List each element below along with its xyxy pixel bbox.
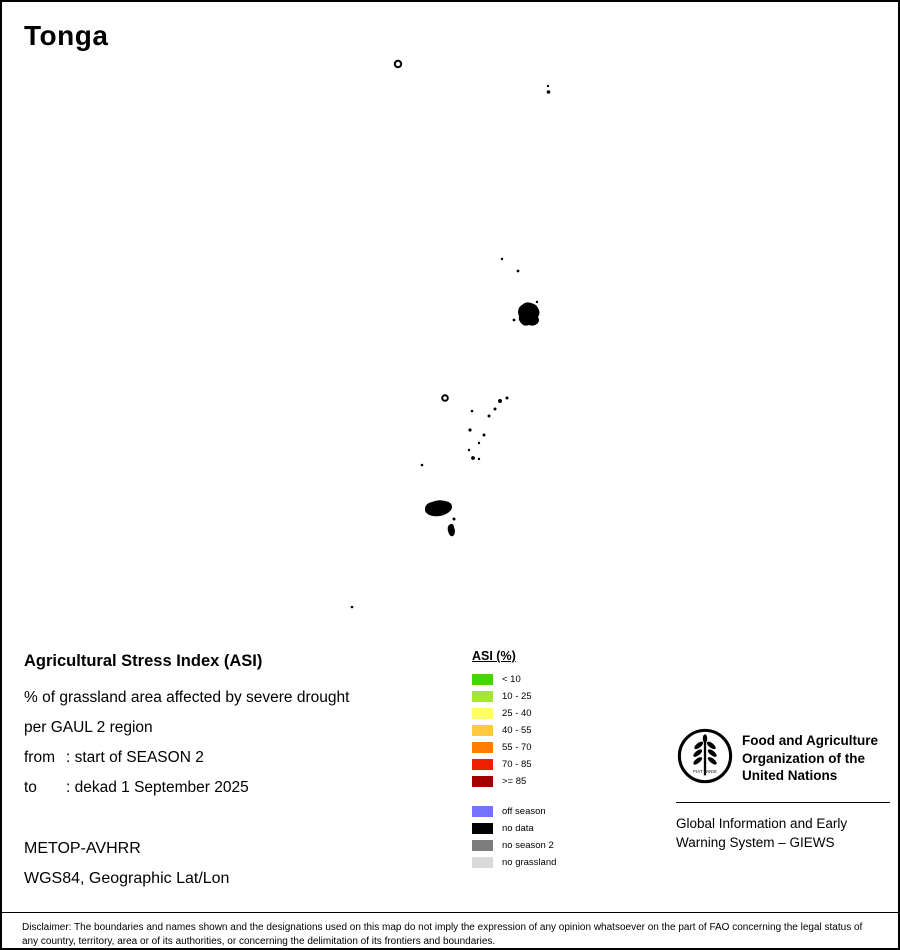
island-niuatoputapu bbox=[546, 90, 551, 94]
info-subtitle: % of grassland area affected by severe d… bbox=[24, 689, 350, 706]
legend-swatch bbox=[472, 725, 493, 736]
legend-swatch bbox=[472, 776, 493, 787]
island-haapai-9 bbox=[477, 457, 481, 461]
island-fonualei bbox=[500, 257, 504, 261]
fao-org-name: Food and Agriculture Organization of the… bbox=[742, 732, 878, 785]
info-to-row: to : dekad 1 September 2025 bbox=[24, 773, 349, 803]
island-toku bbox=[516, 269, 520, 273]
island-ata bbox=[350, 605, 354, 609]
projection-name: WGS84, Geographic Lat/Lon bbox=[24, 870, 230, 887]
fao-org-line: Organization of the bbox=[742, 750, 865, 766]
legend-row: 55 - 70 bbox=[472, 739, 556, 756]
legend-row: no grassland bbox=[472, 854, 556, 871]
sensor-block: METOP-AVHRR WGS84, Geographic Lat/Lon bbox=[24, 834, 229, 894]
legend-label: 25 - 40 bbox=[502, 708, 532, 719]
giews-line: Global Information and Early bbox=[676, 816, 848, 831]
legend-swatch bbox=[472, 806, 493, 817]
island-haapai-3 bbox=[493, 407, 497, 411]
from-label: from bbox=[24, 749, 55, 766]
legend-label: off season bbox=[502, 806, 546, 817]
legend-swatch bbox=[472, 708, 493, 719]
legend-label: 40 - 55 bbox=[502, 725, 532, 736]
from-value: : start of SEASON 2 bbox=[66, 749, 204, 766]
fao-logo-icon: FIAT PANIS bbox=[677, 728, 733, 784]
island-eua bbox=[447, 523, 455, 537]
island-haapai-1 bbox=[498, 399, 502, 403]
island-late bbox=[441, 394, 449, 402]
island-haapai-6 bbox=[477, 441, 481, 445]
legend-title: ASI (%) bbox=[472, 649, 516, 663]
fao-org-line: Food and Agriculture bbox=[742, 733, 878, 748]
island-haapai-7 bbox=[467, 448, 471, 452]
legend-row: no season 2 bbox=[472, 837, 556, 854]
fao-motto: FIAT PANIS bbox=[693, 769, 716, 774]
island-kao bbox=[470, 409, 474, 413]
legend-extra: off season no data no season 2 no grassland bbox=[472, 803, 556, 871]
island-haapai-5 bbox=[482, 433, 486, 437]
to-value: : dekad 1 September 2025 bbox=[66, 779, 249, 796]
disclaimer-text: Disclaimer: The boundaries and names sho… bbox=[22, 922, 863, 947]
legend-label: no grassland bbox=[502, 857, 557, 868]
island-haapai-8 bbox=[471, 456, 475, 460]
island-niuafoou bbox=[393, 59, 403, 69]
legend-classes: < 10 10 - 25 25 - 40 40 - 55 55 - 70 70 - 85 >… bbox=[472, 671, 556, 790]
legend-swatch bbox=[472, 742, 493, 753]
legend-label: >= 85 bbox=[502, 776, 527, 787]
fao-org-line: United Nations bbox=[742, 768, 838, 783]
island-tofua bbox=[468, 428, 472, 432]
legend-label: 55 - 70 bbox=[502, 742, 532, 753]
legend-label: 70 - 85 bbox=[502, 759, 532, 770]
island-tafahi bbox=[546, 84, 550, 88]
legend-row: >= 85 bbox=[472, 773, 556, 790]
legend-row: no data bbox=[472, 820, 556, 837]
island-haapai-4 bbox=[487, 414, 491, 418]
legend-label: < 10 bbox=[502, 674, 521, 685]
legend-swatch bbox=[472, 857, 493, 868]
island-tongatapu-east-islet bbox=[452, 517, 456, 521]
info-region-level: per GAUL 2 region bbox=[24, 719, 153, 736]
info-heading: Agricultural Stress Index (ASI) bbox=[24, 652, 263, 670]
legend-swatch bbox=[472, 759, 493, 770]
island-vavau-west-islet bbox=[512, 318, 516, 322]
page-title: Tonga bbox=[24, 20, 109, 51]
island-vavau-main bbox=[518, 302, 540, 326]
legend-swatch bbox=[472, 823, 493, 834]
sensor-name: METOP-AVHRR bbox=[24, 840, 141, 857]
legend-swatch bbox=[472, 840, 493, 851]
disclaimer-strip: Disclaimer: The boundaries and names sho… bbox=[2, 912, 898, 948]
legend-row: off season bbox=[472, 803, 556, 820]
info-from-row: from : start of SEASON 2 bbox=[24, 743, 349, 773]
island-vavau-north-islet bbox=[535, 300, 539, 304]
legend-label: no data bbox=[502, 823, 534, 834]
legend-swatch bbox=[472, 691, 493, 702]
info-block: Agricultural Stress Index (ASI) % of gra… bbox=[24, 652, 349, 803]
island-hunga bbox=[420, 463, 424, 467]
legend: ASI (%) < 10 10 - 25 25 - 40 40 - 55 55 - 70… bbox=[472, 649, 556, 871]
giews-line: Warning System – GIEWS bbox=[676, 835, 835, 850]
legend-label: 10 - 25 bbox=[502, 691, 532, 702]
fao-divider bbox=[676, 802, 890, 803]
legend-row: 40 - 55 bbox=[472, 722, 556, 739]
legend-row: < 10 bbox=[472, 671, 556, 688]
island-haapai-2 bbox=[505, 396, 509, 400]
legend-row: 70 - 85 bbox=[472, 756, 556, 773]
giews-name: Global Information and Early Warning Sys… bbox=[676, 814, 847, 852]
legend-row: 25 - 40 bbox=[472, 705, 556, 722]
to-label: to bbox=[24, 779, 37, 796]
legend-row: 10 - 25 bbox=[472, 688, 556, 705]
legend-swatch bbox=[472, 674, 493, 685]
island-tongatapu bbox=[425, 500, 452, 517]
legend-label: no season 2 bbox=[502, 840, 554, 851]
